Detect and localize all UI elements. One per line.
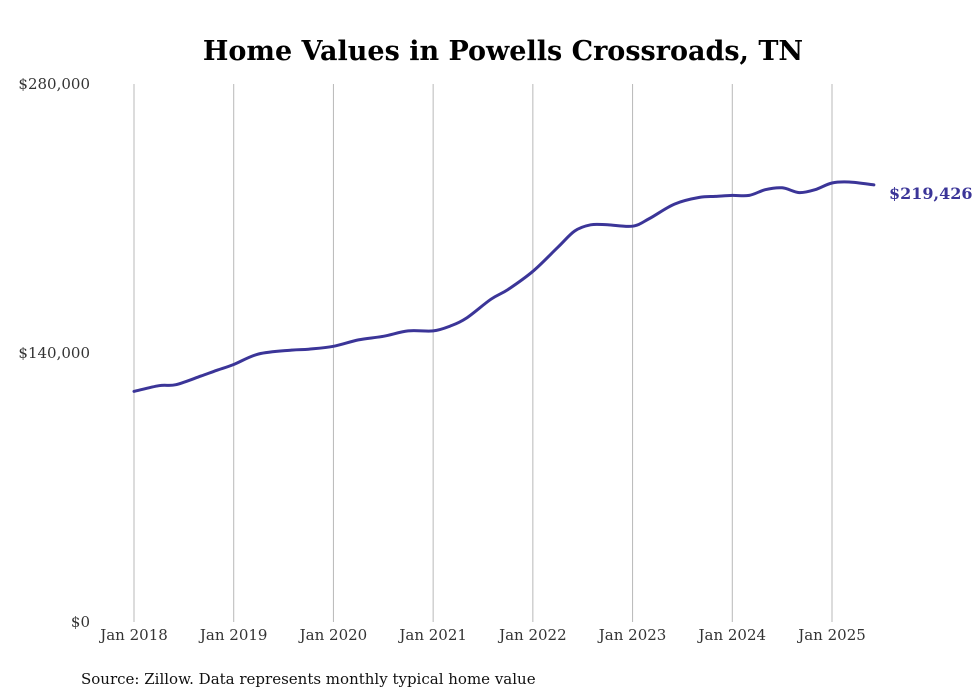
x-tick-label: Jan 2018 — [98, 626, 168, 644]
data-point — [531, 270, 535, 273]
data-point — [174, 383, 178, 386]
x-tick-label: Jan 2023 — [597, 626, 667, 644]
chart-title: Home Values in Powells Crossroads, TN — [203, 36, 803, 67]
data-point — [764, 188, 767, 191]
end-value-label: $219,426 — [889, 184, 973, 203]
data-point — [357, 338, 360, 342]
data-point — [157, 384, 161, 387]
data-point — [506, 288, 510, 291]
source-note: Source: Zillow. Data represents monthly … — [81, 670, 536, 688]
data-point — [215, 369, 218, 372]
data-point — [797, 191, 801, 194]
x-tick-label: Jan 2024 — [697, 626, 767, 644]
data-point — [780, 186, 784, 189]
data-point — [407, 329, 410, 333]
data-point — [748, 194, 751, 197]
x-tick-label: Jan 2020 — [298, 626, 368, 644]
data-point — [573, 229, 576, 233]
data-point — [132, 390, 136, 393]
data-point — [847, 180, 851, 184]
x-tick-label: Jan 2022 — [497, 626, 567, 644]
data-point — [464, 317, 468, 320]
x-axis: Jan 2018 Jan 2019 Jan 2020 Jan 2021 Jan 2022… — [98, 626, 866, 644]
y-tick-label: $280,000 — [18, 75, 90, 93]
data-point — [431, 329, 435, 333]
data-point — [307, 348, 310, 351]
data-point — [589, 223, 592, 226]
y-axis: $0 $140,000 $280,000 — [18, 75, 90, 631]
data-point — [257, 352, 260, 356]
data-point — [631, 225, 634, 228]
data-point — [199, 374, 202, 378]
data-point — [448, 324, 452, 328]
data-point — [698, 196, 701, 199]
x-tick-label: Jan 2019 — [198, 626, 268, 644]
data-point — [290, 348, 293, 352]
data-point — [648, 217, 651, 220]
x-tick-label: Jan 2025 — [796, 626, 866, 644]
data-point — [813, 188, 817, 191]
data-point — [731, 194, 734, 197]
data-point — [332, 345, 335, 348]
y-tick-label: $140,000 — [18, 344, 90, 362]
data-point — [606, 223, 609, 226]
data-point — [830, 181, 834, 185]
series-layer — [132, 180, 876, 393]
y-tick-label: $0 — [71, 613, 90, 631]
gridlines — [133, 84, 833, 622]
data-point — [232, 363, 235, 366]
data-point — [673, 202, 676, 206]
data-point — [382, 335, 385, 338]
data-point — [714, 195, 717, 198]
data-point — [556, 246, 559, 249]
series-line — [132, 180, 876, 393]
data-point — [489, 298, 493, 301]
data-point — [872, 183, 876, 187]
x-tick-label: Jan 2021 — [397, 626, 467, 644]
